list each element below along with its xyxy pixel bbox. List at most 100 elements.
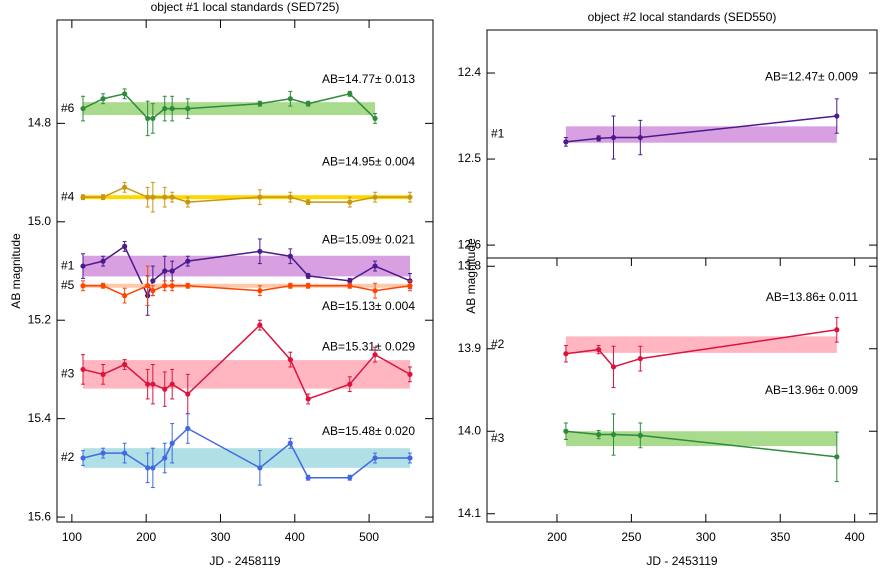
- data-point: [287, 253, 293, 259]
- y-tick-label: 14.8: [28, 116, 52, 130]
- data-point: [100, 194, 106, 200]
- data-point: [80, 105, 86, 112]
- mean-band: [83, 255, 410, 277]
- star-label: #4: [61, 189, 75, 203]
- data-point: [100, 371, 106, 377]
- data-point: [347, 381, 353, 387]
- ab-label: AB=12.47± 0.009: [765, 70, 858, 84]
- data-point: [287, 440, 293, 446]
- data-point: [372, 455, 378, 461]
- ab-label: AB=13.86± 0.011: [766, 290, 858, 304]
- plot-frame: [56, 19, 434, 523]
- data-point: [347, 475, 353, 481]
- x-tick-label: 400: [845, 530, 865, 544]
- data-point: [610, 364, 617, 370]
- data-point: [100, 258, 106, 264]
- ab-label: AB=14.95± 0.004: [322, 154, 415, 168]
- data-point: [372, 288, 378, 294]
- x-tick-label: 250: [621, 530, 641, 544]
- y-axis-label: AB magnitude: [9, 233, 23, 309]
- y-axis-label: AB magnitude: [464, 238, 478, 314]
- data-point: [407, 283, 413, 289]
- data-point: [169, 268, 175, 274]
- data-point: [637, 356, 643, 362]
- x-tick-label: 100: [62, 530, 82, 544]
- data-point: [145, 465, 151, 471]
- x-axis-label: JD - 2458119: [209, 554, 280, 568]
- data-point: [145, 381, 151, 387]
- mean-band: [565, 126, 837, 143]
- data-point: [563, 428, 569, 434]
- data-point: [372, 263, 378, 269]
- y-tick-label: 12.5: [458, 151, 482, 165]
- data-point: [122, 293, 128, 299]
- series-line: [82, 245, 411, 298]
- data-point: [610, 134, 617, 141]
- data-point: [596, 346, 602, 353]
- ab-label: AB=14.77± 0.013: [322, 72, 415, 86]
- mean-band: [83, 195, 410, 200]
- data-point: [185, 391, 191, 397]
- data-point: [372, 115, 378, 122]
- data-point: [257, 288, 263, 294]
- x-axis-label: JD - 2453119: [646, 554, 717, 568]
- data-point: [563, 351, 569, 357]
- data-point: [100, 450, 106, 456]
- mean-band: [83, 102, 376, 115]
- data-point: [150, 465, 156, 471]
- data-point: [122, 91, 128, 97]
- data-point: [150, 381, 156, 387]
- x-tick-label: 300: [696, 530, 716, 544]
- data-point: [185, 283, 191, 289]
- data-point: [305, 101, 311, 107]
- data-point: [80, 455, 86, 461]
- data-point: [287, 194, 293, 200]
- data-point: [100, 96, 106, 102]
- data-point: [305, 283, 311, 289]
- data-point: [257, 248, 263, 254]
- data-point: [407, 371, 413, 377]
- data-point: [145, 115, 151, 122]
- data-point: [150, 278, 156, 284]
- data-point: [305, 199, 311, 205]
- data-point: [150, 115, 156, 122]
- x-tick-label: 400: [285, 530, 305, 544]
- y-tick-label: 15.0: [28, 214, 52, 228]
- data-point: [257, 465, 263, 471]
- mean-band: [565, 336, 837, 353]
- y-tick-label: 12.4: [458, 65, 482, 79]
- data-point: [596, 431, 602, 438]
- data-point: [122, 184, 128, 190]
- star-label: #6: [61, 101, 75, 115]
- data-point: [169, 283, 175, 289]
- star-label: #3: [61, 367, 75, 381]
- data-point: [287, 283, 293, 289]
- data-point: [637, 134, 643, 141]
- data-point: [169, 381, 175, 387]
- data-point: [80, 263, 86, 269]
- star-label: #1: [491, 127, 505, 141]
- data-point: [162, 194, 168, 200]
- y-tick-label: 14.0: [458, 423, 482, 437]
- x-tick-label: 350: [770, 530, 790, 544]
- data-point: [162, 268, 168, 274]
- data-point: [347, 278, 353, 284]
- ab-label: AB=15.13± 0.004: [322, 299, 415, 313]
- data-point: [834, 113, 840, 119]
- y-tick-label: 14.1: [458, 506, 482, 520]
- data-point: [162, 455, 168, 461]
- series-line: [82, 427, 410, 479]
- data-point: [834, 454, 840, 460]
- chart-title: object #2 local standards (SED550): [588, 10, 777, 24]
- series-line: [83, 284, 411, 297]
- data-point: [347, 199, 353, 205]
- data-point: [407, 455, 413, 461]
- data-point: [150, 288, 156, 294]
- data-point: [347, 283, 353, 289]
- mean-band: [83, 360, 410, 389]
- star-label: #1: [61, 258, 75, 272]
- y-tick-label: 13.9: [458, 341, 482, 355]
- data-point: [185, 105, 191, 112]
- data-point: [372, 352, 378, 358]
